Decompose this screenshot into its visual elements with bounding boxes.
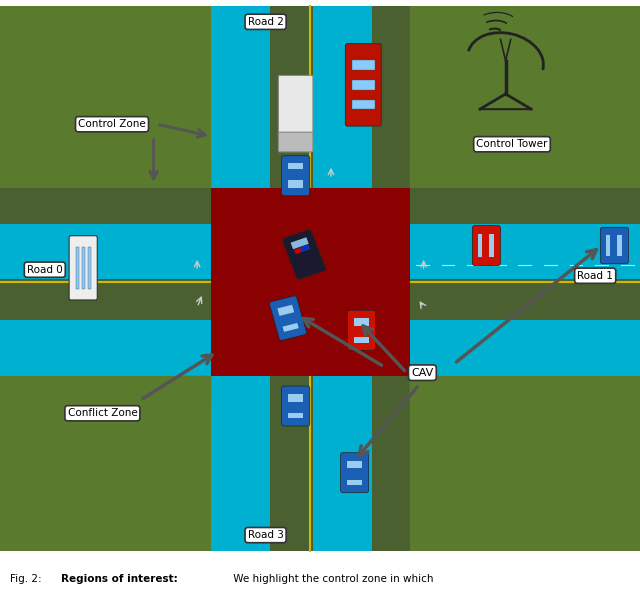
Point (502, 262, 509, 269)
FancyBboxPatch shape (69, 236, 97, 300)
Bar (288, 413, 303, 418)
FancyBboxPatch shape (278, 132, 313, 152)
FancyBboxPatch shape (600, 227, 628, 264)
Text: Conflict Zone: Conflict Zone (68, 408, 137, 418)
Bar (347, 479, 362, 485)
Bar (277, 305, 294, 316)
Point (425, 262, 433, 269)
Bar (82, 247, 84, 289)
Text: CAV: CAV (412, 368, 433, 378)
Point (438, 262, 445, 269)
Point (540, 262, 548, 269)
Point (476, 262, 484, 269)
Bar (342, 6, 372, 188)
FancyBboxPatch shape (340, 453, 369, 493)
Point (617, 262, 625, 269)
Bar (88, 247, 91, 289)
FancyBboxPatch shape (278, 75, 313, 133)
Point (489, 262, 497, 269)
Bar (606, 235, 610, 256)
Bar (347, 461, 362, 468)
Bar (410, 251, 640, 279)
Point (553, 262, 561, 269)
Wedge shape (410, 161, 438, 188)
Point (207, 278, 215, 285)
Point (527, 262, 535, 269)
Wedge shape (182, 161, 211, 188)
Bar (313, 376, 342, 551)
Bar (478, 234, 482, 257)
Point (566, 262, 573, 269)
Point (630, 262, 637, 269)
FancyBboxPatch shape (282, 230, 326, 279)
Text: Fig. 2:: Fig. 2: (10, 574, 44, 584)
Bar (410, 320, 640, 348)
FancyBboxPatch shape (282, 156, 310, 196)
Point (0, 278, 4, 285)
Bar (352, 80, 374, 90)
Bar (352, 100, 374, 109)
Bar (0, 320, 211, 348)
Bar (410, 224, 640, 251)
Bar (410, 6, 640, 188)
Bar (352, 61, 374, 70)
Point (515, 262, 522, 269)
Point (579, 262, 586, 269)
Text: Control Tower: Control Tower (476, 139, 548, 149)
Wedge shape (410, 376, 438, 403)
Point (604, 262, 612, 269)
Bar (288, 164, 303, 169)
FancyBboxPatch shape (346, 44, 381, 126)
Text: Regions of interest:: Regions of interest: (61, 574, 177, 584)
Text: Road 1: Road 1 (577, 271, 613, 281)
FancyBboxPatch shape (282, 386, 310, 426)
Bar (0, 348, 211, 376)
Bar (282, 323, 299, 332)
Bar (0, 6, 211, 188)
Bar (354, 318, 369, 326)
Bar (241, 6, 270, 188)
Bar (313, 6, 342, 188)
Bar (342, 376, 372, 551)
Point (307, 2, 314, 10)
Bar (410, 376, 640, 551)
Bar (211, 376, 241, 551)
FancyBboxPatch shape (269, 296, 307, 341)
Bar (241, 376, 270, 551)
Bar (288, 180, 303, 188)
Bar (617, 235, 622, 256)
Bar (410, 348, 640, 376)
Point (307, 184, 314, 191)
Bar (76, 247, 79, 289)
Text: We highlight the control zone in which: We highlight the control zone in which (230, 574, 434, 584)
Text: Road 2: Road 2 (248, 17, 284, 27)
Bar (0, 224, 211, 251)
Point (307, 548, 314, 555)
Bar (294, 245, 310, 254)
Text: Road 0: Road 0 (27, 265, 63, 275)
FancyBboxPatch shape (348, 310, 376, 350)
Point (636, 278, 640, 285)
Point (307, 372, 314, 379)
Bar (0, 251, 211, 279)
Bar (0, 376, 211, 551)
Bar (211, 188, 410, 376)
Text: Road 3: Road 3 (248, 530, 284, 540)
Bar (354, 337, 369, 342)
Point (412, 262, 420, 269)
Point (451, 262, 458, 269)
Point (591, 262, 599, 269)
Bar (300, 245, 310, 252)
Bar (211, 6, 410, 551)
Point (406, 278, 413, 285)
Bar (489, 234, 494, 257)
Bar (288, 394, 303, 402)
Wedge shape (182, 376, 211, 403)
FancyBboxPatch shape (472, 225, 500, 265)
Bar (211, 6, 241, 188)
Bar (291, 238, 308, 249)
Point (463, 262, 471, 269)
Text: Control Zone: Control Zone (78, 119, 146, 129)
Bar (0, 188, 640, 376)
